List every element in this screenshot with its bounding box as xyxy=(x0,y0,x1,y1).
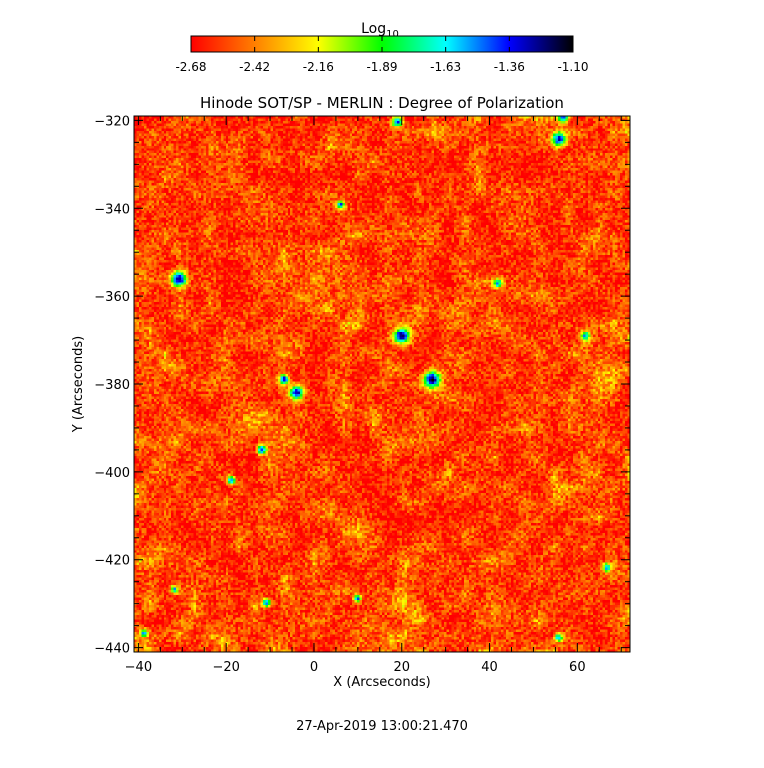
y-tick-label: −440 xyxy=(94,642,130,657)
x-tick-label: 40 xyxy=(481,660,498,675)
y-axis: −320 −340 −360 −380 −400 −420 −440 xyxy=(94,114,630,657)
colorbar-tick-label: -2.42 xyxy=(239,60,270,74)
y-axis-label: Y (Arcseconds) xyxy=(71,336,86,433)
x-tick-label: 0 xyxy=(310,660,318,675)
y-tick-label: −340 xyxy=(94,202,130,217)
chart-title: Hinode SOT/SP - MERLIN : Degree of Polar… xyxy=(200,94,564,112)
colorbar-tick-label: -2.16 xyxy=(303,60,334,74)
x-tick-label: 60 xyxy=(569,660,586,675)
y-tick-label: −400 xyxy=(94,466,130,481)
x-tick-label: −40 xyxy=(125,660,152,675)
y-tick-label: −380 xyxy=(94,378,130,393)
colorbar-tick-label: -1.89 xyxy=(366,60,397,74)
y-tick-label: −420 xyxy=(94,554,130,569)
y-tick-label: −360 xyxy=(94,290,130,305)
colorbar-tick-label: -1.10 xyxy=(557,60,588,74)
x-axis: −40 −20 0 20 40 60 xyxy=(125,116,622,675)
colorbar-tick-label: -1.63 xyxy=(430,60,461,74)
colorbar-tick-label: -2.68 xyxy=(175,60,206,74)
x-tick-label: −20 xyxy=(212,660,239,675)
x-axis-label: X (Arcseconds) xyxy=(333,675,430,690)
colorbar-label: Log10 xyxy=(361,21,399,40)
colorbar: Log10 -2.68 -2.42 -2.16 -1.89 -1.63 -1.36 -1.1… xyxy=(175,21,588,74)
heatmap-image xyxy=(134,116,630,652)
heatmap xyxy=(134,116,630,652)
colorbar-tick-label: -1.36 xyxy=(494,60,525,74)
timestamp: 27-Apr-2019 13:00:21.470 xyxy=(296,719,468,734)
colorbar-ticks: -2.68 -2.42 -2.16 -1.89 -1.63 -1.36 -1.10 xyxy=(175,36,589,74)
y-tick-label: −320 xyxy=(94,114,130,129)
x-tick-label: 20 xyxy=(393,660,410,675)
